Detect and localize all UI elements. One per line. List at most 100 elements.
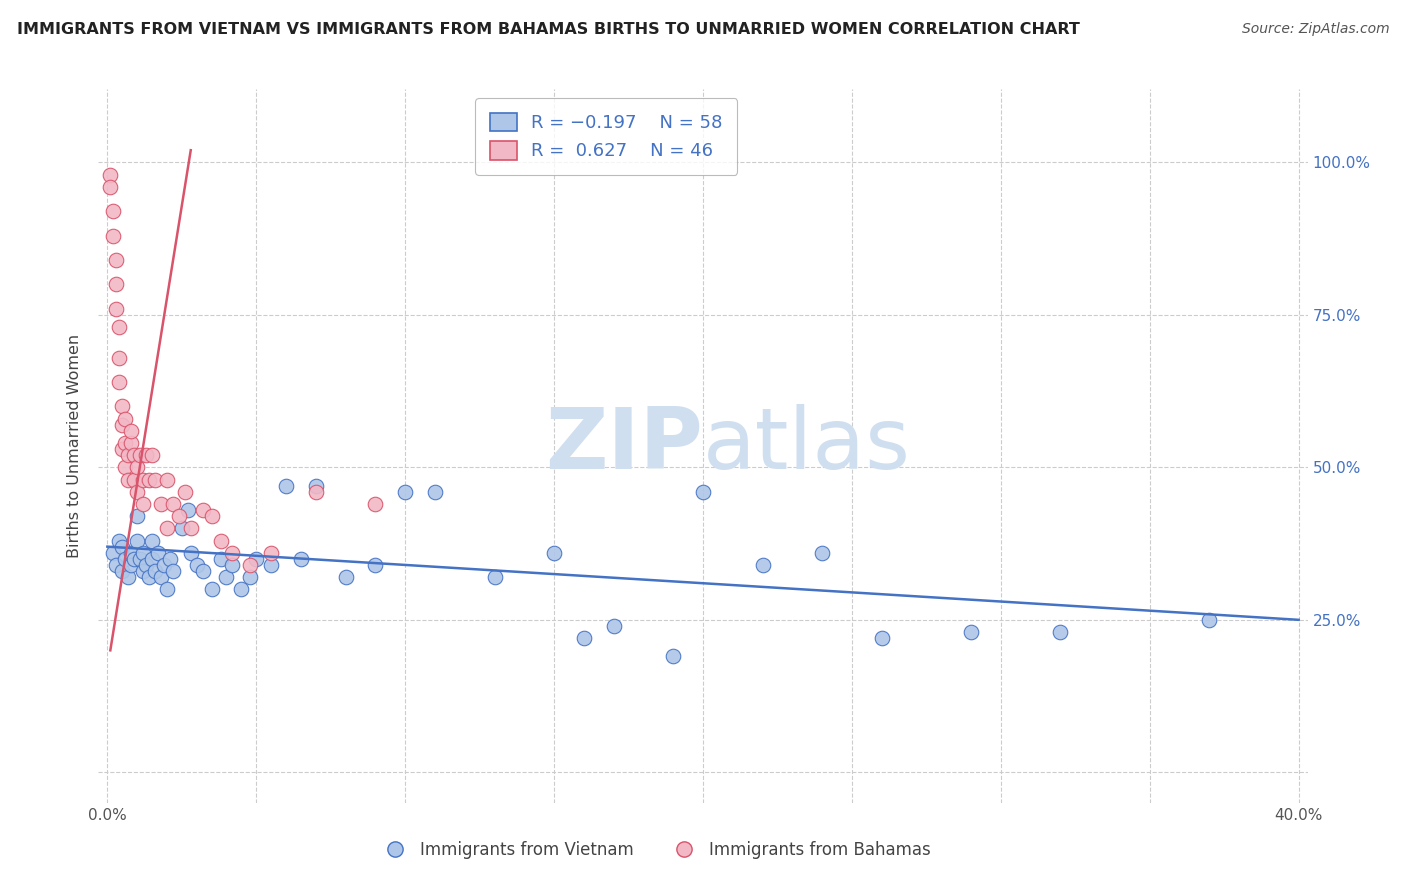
Point xyxy=(120,436,142,450)
Point xyxy=(146,546,169,560)
Point xyxy=(111,417,134,432)
Point xyxy=(117,473,139,487)
Point xyxy=(153,558,176,572)
Point xyxy=(200,509,222,524)
Point xyxy=(122,448,145,462)
Point xyxy=(156,473,179,487)
Point xyxy=(191,564,214,578)
Point xyxy=(811,546,834,560)
Point xyxy=(543,546,565,560)
Point xyxy=(127,533,149,548)
Point xyxy=(98,168,121,182)
Point xyxy=(751,558,773,572)
Point xyxy=(484,570,506,584)
Point xyxy=(108,533,131,548)
Point xyxy=(239,558,262,572)
Point xyxy=(173,484,195,499)
Point xyxy=(105,301,128,316)
Point xyxy=(180,546,202,560)
Point xyxy=(177,503,200,517)
Point xyxy=(117,448,139,462)
Point xyxy=(143,564,166,578)
Point xyxy=(274,478,297,492)
Point xyxy=(149,497,172,511)
Point xyxy=(105,277,128,292)
Point xyxy=(141,551,163,566)
Point xyxy=(114,460,136,475)
Point xyxy=(394,484,416,499)
Point xyxy=(132,497,155,511)
Point xyxy=(215,570,238,584)
Point xyxy=(129,448,152,462)
Text: atlas: atlas xyxy=(703,404,911,488)
Point xyxy=(162,564,184,578)
Point xyxy=(662,649,685,664)
Text: ZIP: ZIP xyxy=(546,404,703,488)
Point xyxy=(572,631,595,645)
Point xyxy=(122,551,145,566)
Point xyxy=(141,448,163,462)
Point xyxy=(132,546,155,560)
Text: Source: ZipAtlas.com: Source: ZipAtlas.com xyxy=(1241,22,1389,37)
Legend: Immigrants from Vietnam, Immigrants from Bahamas: Immigrants from Vietnam, Immigrants from… xyxy=(371,835,938,866)
Point xyxy=(290,551,312,566)
Point xyxy=(1198,613,1220,627)
Point xyxy=(221,558,243,572)
Point xyxy=(156,582,179,597)
Point xyxy=(186,558,208,572)
Point xyxy=(103,204,125,219)
Point xyxy=(98,179,121,194)
Point xyxy=(127,509,149,524)
Point xyxy=(159,551,181,566)
Point xyxy=(105,558,128,572)
Point xyxy=(138,570,160,584)
Point xyxy=(129,551,152,566)
Y-axis label: Births to Unmarried Women: Births to Unmarried Women xyxy=(67,334,83,558)
Point xyxy=(120,546,142,560)
Point xyxy=(132,473,155,487)
Point xyxy=(114,551,136,566)
Point xyxy=(127,484,149,499)
Point xyxy=(170,521,193,535)
Point xyxy=(127,460,149,475)
Point xyxy=(108,351,131,365)
Point xyxy=(260,546,283,560)
Point xyxy=(143,473,166,487)
Point xyxy=(108,320,131,334)
Point xyxy=(1049,625,1071,640)
Point xyxy=(423,484,446,499)
Point xyxy=(231,582,253,597)
Point xyxy=(305,478,328,492)
Point xyxy=(138,473,160,487)
Point xyxy=(135,448,157,462)
Point xyxy=(335,570,357,584)
Point xyxy=(114,436,136,450)
Point xyxy=(167,509,190,524)
Point xyxy=(135,558,157,572)
Text: IMMIGRANTS FROM VIETNAM VS IMMIGRANTS FROM BAHAMAS BIRTHS TO UNMARRIED WOMEN COR: IMMIGRANTS FROM VIETNAM VS IMMIGRANTS FR… xyxy=(17,22,1080,37)
Point xyxy=(221,546,243,560)
Point xyxy=(111,564,134,578)
Point xyxy=(141,533,163,548)
Point xyxy=(132,564,155,578)
Point xyxy=(239,570,262,584)
Point xyxy=(364,497,387,511)
Point xyxy=(260,558,283,572)
Point xyxy=(149,570,172,584)
Point xyxy=(209,551,232,566)
Point xyxy=(111,442,134,456)
Point xyxy=(960,625,983,640)
Point xyxy=(364,558,387,572)
Point xyxy=(162,497,184,511)
Point xyxy=(200,582,222,597)
Point xyxy=(103,546,125,560)
Point xyxy=(209,533,232,548)
Point xyxy=(122,473,145,487)
Point xyxy=(105,252,128,267)
Point xyxy=(117,570,139,584)
Point xyxy=(111,400,134,414)
Point xyxy=(180,521,202,535)
Point xyxy=(692,484,714,499)
Point xyxy=(120,424,142,438)
Point xyxy=(156,521,179,535)
